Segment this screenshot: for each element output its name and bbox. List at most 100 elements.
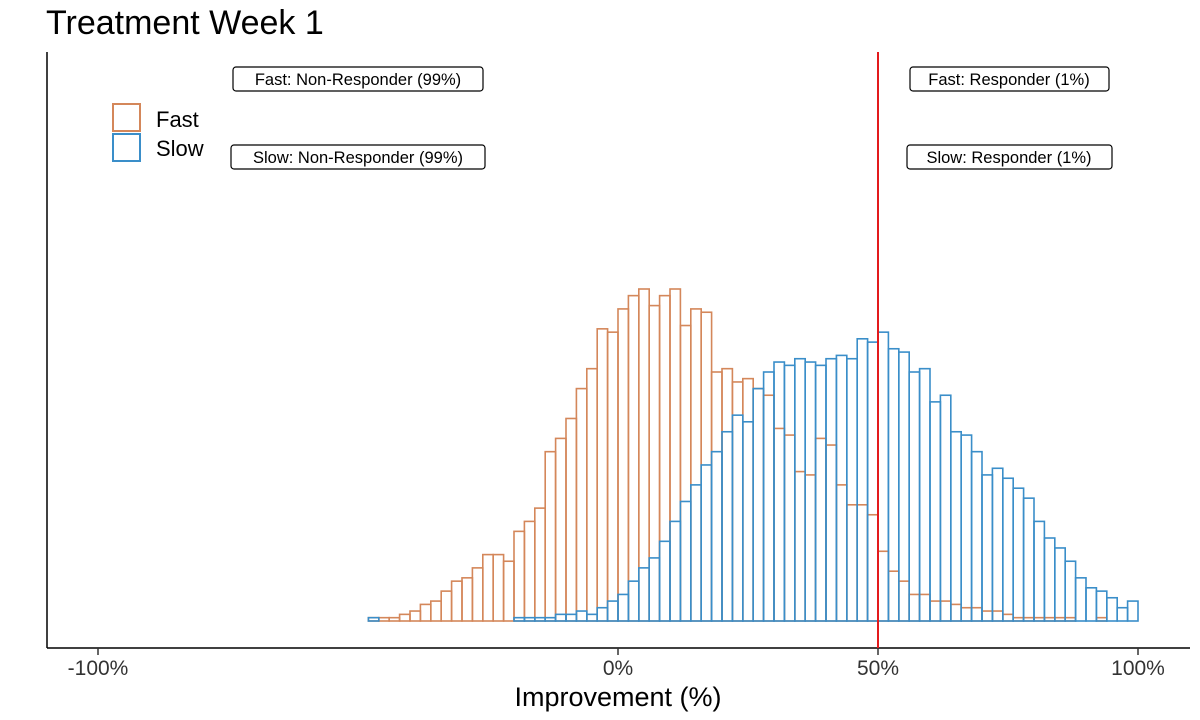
fast-bar (596, 328, 609, 622)
slow-bar (367, 616, 380, 622)
fast-bar (440, 590, 453, 622)
slow-bar (523, 616, 536, 622)
slow-bar (669, 520, 682, 622)
fast-bar (752, 387, 765, 622)
annotation-slow-responder: Slow: Responder (1%) (906, 144, 1113, 170)
slow-bar (1022, 497, 1035, 622)
x-tick-label: 50% (857, 657, 899, 680)
fast-bar (689, 308, 702, 622)
legend: Fast Slow (112, 103, 204, 162)
slow-bar (513, 616, 526, 622)
slow-bar (929, 401, 942, 622)
slow-bar (637, 567, 650, 622)
x-tick-label: 100% (1111, 657, 1165, 680)
slow-bar (877, 331, 890, 622)
fast-bar (409, 610, 422, 622)
fast-bar (783, 434, 796, 622)
slow-bar (773, 361, 786, 622)
fast-bar (981, 610, 994, 622)
fast-bar (658, 294, 671, 622)
slow-bar (1074, 577, 1087, 622)
fast-bar (575, 387, 588, 622)
slow-bar (1054, 547, 1067, 622)
fast-bar (918, 593, 931, 622)
legend-fast-label: Fast (156, 107, 199, 132)
slow-bar (835, 354, 848, 622)
slow-bar (981, 474, 994, 622)
slow-bar (710, 450, 723, 622)
fast-bar (533, 507, 546, 622)
fast-bar (544, 450, 557, 622)
x-ticks: -100% 0% 50% 100% (68, 648, 1165, 680)
slow-bar (627, 580, 640, 622)
fast-bar (835, 484, 848, 622)
slow-bar (1033, 520, 1046, 622)
fast-bar (398, 613, 411, 622)
fast-bar (877, 550, 890, 622)
slow-bar (1116, 606, 1129, 622)
annotation-text: Slow: Responder (1%) (926, 149, 1091, 167)
fast-bar (450, 580, 463, 622)
fast-bar (991, 610, 1004, 622)
slow-bar (689, 484, 702, 622)
slow-bar (960, 434, 973, 622)
slow-bar (1095, 590, 1108, 622)
fast-bar (585, 367, 598, 622)
annotation-fast-responder: Fast: Responder (1%) (909, 66, 1110, 92)
fast-bar (565, 417, 578, 622)
slow-bar (804, 361, 817, 622)
fast-bar (523, 520, 536, 622)
fast-bar (929, 600, 942, 622)
fast-bar (679, 324, 692, 622)
fast-bar (866, 513, 879, 622)
fast-bar (617, 308, 630, 622)
slow-bar (648, 557, 661, 622)
fast-bar (721, 367, 734, 622)
slow-bar (575, 610, 588, 622)
annotation-text: Fast: Non-Responder (99%) (255, 71, 461, 89)
slow-bar (793, 357, 806, 622)
slow-bar (939, 394, 952, 622)
slow-bar (825, 357, 838, 622)
fast-bar (637, 288, 650, 622)
fast-bar (773, 427, 786, 622)
slow-bar (731, 414, 744, 622)
slow-bar (970, 450, 983, 622)
slow-bar (617, 593, 630, 622)
fast-bar (700, 311, 713, 622)
slow-bar (544, 616, 557, 622)
slow-bar (1106, 596, 1119, 622)
fast-bar (648, 304, 661, 622)
slow-bar (658, 540, 671, 622)
slow-bar (1064, 560, 1077, 622)
slow-bar (554, 613, 567, 622)
slow-bar (866, 341, 879, 622)
x-tick-label: -100% (68, 657, 129, 680)
fast-bar (419, 603, 432, 622)
fast-bar (949, 603, 962, 622)
fast-bar (502, 560, 515, 622)
slow-bar (679, 500, 692, 622)
slow-bar (845, 357, 858, 622)
fast-bar (731, 381, 744, 622)
slow-bar (596, 606, 609, 622)
slow-bar (949, 430, 962, 622)
slow-bar (752, 387, 765, 622)
fast-bar (471, 567, 484, 622)
slow-bar (762, 371, 775, 622)
slow-bar (741, 420, 754, 622)
x-tick-label: 0% (603, 657, 633, 680)
slow-bar (565, 613, 578, 622)
fast-bar (825, 444, 838, 622)
fast-bar (606, 331, 619, 622)
slow-series (367, 331, 1139, 622)
fast-bar (429, 600, 442, 622)
fast-bar (710, 371, 723, 622)
slow-bar (856, 337, 869, 622)
fast-bar (481, 553, 494, 622)
fast-bar (492, 553, 505, 622)
fast-bar (513, 530, 526, 622)
fast-bar (804, 474, 817, 622)
slow-bar (1085, 586, 1098, 622)
